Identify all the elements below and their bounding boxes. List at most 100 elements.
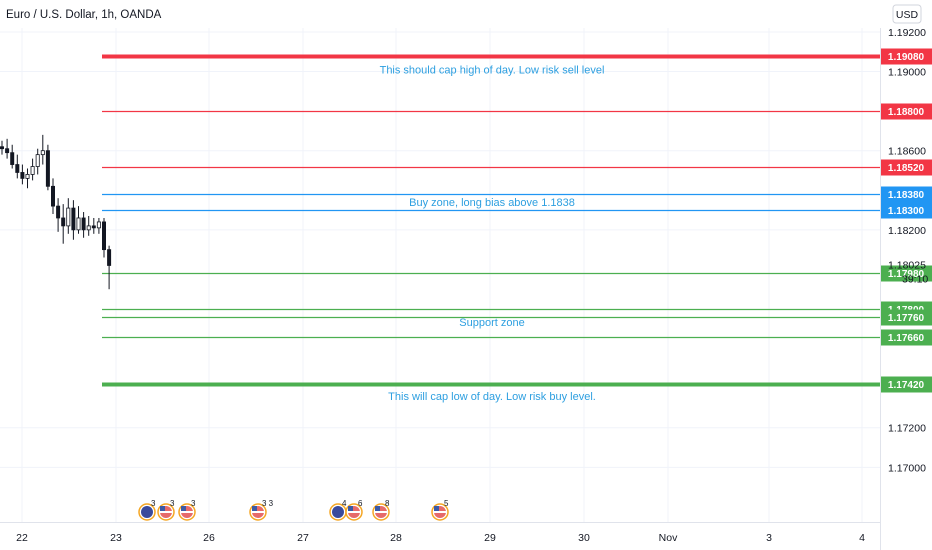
event-count: 8: [385, 499, 390, 508]
candle-body: [71, 207, 76, 231]
candle-10: [51, 178, 56, 215]
candle-body: [45, 150, 50, 187]
annotation-0: This should cap high of day. Low risk se…: [380, 65, 605, 77]
price-tag-2: 1.18520: [881, 159, 932, 176]
annotation-2: Support zone: [459, 317, 524, 329]
flag-stripe: [160, 511, 172, 513]
candle-0: [0, 140, 4, 155]
candle-body: [35, 154, 40, 167]
event-marker-6[interactable]: 8: [372, 499, 390, 521]
time-axis: 22 23 26 27 28 29 30 Nov 3 4: [0, 522, 880, 544]
event-marker-7[interactable]: 5: [431, 499, 449, 521]
time-tick-9: 4: [859, 532, 865, 544]
event-count: 3: [191, 499, 196, 508]
event-marker-0[interactable]: 3: [138, 499, 156, 521]
candle-body: [5, 148, 10, 154]
candle-body: [86, 225, 91, 231]
candle-13: [66, 198, 71, 234]
price-tag-label: 1.18520: [888, 163, 925, 174]
time-tick-6: 30: [578, 532, 590, 544]
economic-events: 3 3 3 3 3 4 6 8 5: [138, 499, 449, 521]
price-tick-5: 1.17000: [888, 462, 926, 474]
event-count: 4: [342, 499, 347, 508]
candle-11: [56, 198, 61, 232]
candle-body: [51, 185, 56, 207]
price-tag-label: 1.19080: [888, 52, 925, 63]
candle-body: [91, 225, 96, 229]
candle-body: [30, 166, 35, 175]
price-tag-3: 1.18380: [881, 186, 932, 203]
price-tag-1: 1.18800: [881, 103, 932, 120]
flag-stripe: [252, 511, 264, 513]
event-count: 5: [444, 499, 449, 508]
price-tag-bg: [881, 159, 932, 176]
flag-canton: [348, 506, 353, 511]
currency-button[interactable]: USD: [892, 4, 922, 24]
candle-body: [96, 221, 101, 229]
price-tag-bg: [881, 202, 932, 219]
flag-canton: [181, 506, 186, 511]
price-tag-label: 1.18300: [888, 206, 925, 217]
price-tick-3: 1.18200: [888, 225, 926, 237]
price-tag-label: 1.18380: [888, 190, 925, 201]
candle-body: [15, 164, 20, 173]
price-tag-bg: [881, 186, 932, 203]
time-tick-7: Nov: [659, 532, 678, 544]
candle-17: [86, 215, 91, 236]
bar-countdown: 39:10: [902, 273, 928, 285]
price-tag-bg: [881, 103, 932, 120]
event-count: 3: [151, 499, 156, 508]
annotation-1: Buy zone, long bias above 1.1838: [409, 197, 575, 209]
flag-stripe: [434, 511, 446, 513]
current-price: 1.18025: [888, 259, 926, 271]
candle-9: [45, 144, 50, 191]
event-count: 3 3: [262, 499, 274, 508]
event-marker-5[interactable]: 6: [345, 499, 363, 521]
price-tick-1: 1.19000: [888, 67, 926, 79]
price-tag-label: 1.17980: [888, 269, 925, 280]
candle-12: [61, 204, 66, 244]
candle-3: [15, 154, 20, 179]
candle-series: [0, 134, 112, 290]
time-tick-8: 3: [766, 532, 772, 544]
candle-18: [91, 217, 96, 234]
candle-body: [61, 217, 66, 227]
candle-20: [102, 217, 107, 258]
candle-21: [107, 245, 112, 290]
candle-body: [40, 150, 45, 156]
candle-body: [107, 249, 112, 266]
flag-canton: [375, 506, 380, 511]
price-tag-0: 1.19080: [881, 48, 932, 65]
time-tick-1: 23: [110, 532, 122, 544]
flag-stripe: [375, 511, 387, 513]
event-marker-1[interactable]: 3: [157, 499, 175, 521]
time-tick-0: 22: [16, 532, 28, 544]
event-marker-3[interactable]: 3 3: [249, 499, 274, 521]
annotation-3: This will cap low of day. Low risk buy l…: [388, 391, 596, 403]
price-tag-bg: [881, 329, 932, 346]
candle-5: [25, 168, 30, 189]
price-tag-4: 1.18300: [881, 202, 932, 219]
candle-body: [81, 217, 86, 231]
candle-body: [102, 221, 107, 251]
price-tick-2: 1.18600: [888, 146, 926, 158]
candle-body: [76, 217, 81, 231]
price-tag-label: 1.17760: [888, 313, 925, 324]
event-marker-2[interactable]: 3: [178, 499, 196, 521]
flag-stripe: [348, 511, 360, 513]
price-tick-0: 1.19200: [888, 27, 926, 39]
price-tag-7: 1.17760: [881, 309, 932, 326]
candle-8: [40, 134, 45, 165]
candle-body: [20, 172, 25, 179]
chart-grid: [0, 28, 880, 522]
candle-2: [10, 144, 15, 169]
event-marker-4[interactable]: 4: [329, 499, 347, 521]
candle-16: [81, 212, 86, 238]
candle-body: [25, 174, 30, 179]
eu-flag-icon: [332, 506, 344, 518]
candle-19: [96, 217, 101, 234]
candle-body: [66, 207, 71, 227]
price-tag-label: 1.18800: [888, 107, 925, 118]
price-tag-bg: [881, 376, 932, 393]
